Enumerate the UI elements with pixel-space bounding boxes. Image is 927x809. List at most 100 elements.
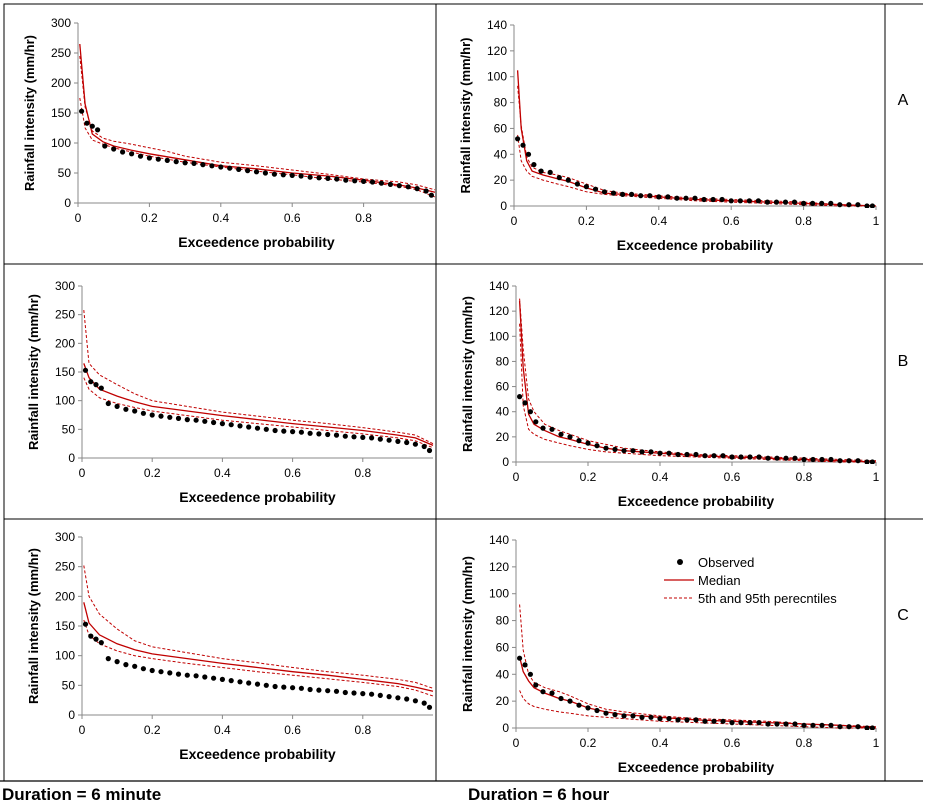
- observed-point: [254, 681, 261, 687]
- observed-point: [253, 169, 260, 175]
- observed-point: [191, 160, 197, 166]
- observed-point: [773, 199, 780, 205]
- y-tick-label: 0: [502, 455, 509, 469]
- observed-point: [412, 441, 418, 447]
- observed-point: [720, 718, 726, 724]
- percentile-5-line: [519, 690, 876, 729]
- x-tick-label: 0.4: [214, 466, 231, 480]
- percentile-5-line: [83, 377, 434, 449]
- observed-point: [837, 202, 843, 208]
- y-tick-label: 150: [55, 365, 75, 379]
- observed-point: [693, 451, 699, 458]
- x-tick-label: 1: [873, 470, 880, 484]
- x-tick-label: 0: [79, 466, 86, 480]
- observed-point: [747, 720, 753, 726]
- observed-point: [307, 430, 313, 436]
- observed-point: [647, 193, 653, 199]
- observed-point: [828, 722, 834, 728]
- observed-point: [193, 673, 199, 679]
- chart-A-6-hour: 0 20 40 60 80 100 120 140 0 0.2 0.4 0.6 0.8 1 Exceeden…: [458, 18, 880, 253]
- observed-point: [316, 175, 322, 181]
- observed-point: [202, 418, 208, 424]
- x-tick-label: 0.6: [723, 214, 740, 228]
- observed-point: [146, 155, 152, 161]
- observed-point: [692, 195, 698, 201]
- x-tick-label: 0.4: [212, 211, 229, 225]
- observed-point: [89, 123, 95, 129]
- observed-point: [801, 722, 807, 728]
- observed-point: [290, 685, 296, 691]
- observed-point: [325, 175, 331, 181]
- observed-point: [164, 157, 170, 163]
- x-axis-title: Exceedence probability: [618, 493, 775, 509]
- y-tick-label: 100: [489, 587, 509, 601]
- x-tick-label: 0: [511, 214, 518, 228]
- observed-point: [281, 428, 287, 434]
- y-tick-label: 100: [487, 70, 507, 84]
- observed-point: [756, 720, 762, 726]
- y-tick-label: 250: [51, 46, 71, 60]
- observed-point: [95, 127, 101, 133]
- observed-point: [219, 676, 225, 683]
- observed-point: [531, 162, 537, 168]
- observed-point: [527, 671, 534, 677]
- observed-point: [693, 717, 699, 723]
- observed-point: [98, 385, 104, 391]
- observed-point: [657, 716, 663, 722]
- observed-point: [855, 202, 861, 208]
- y-axis-title: Rainfall intensity (mm/hr): [26, 294, 41, 450]
- x-tick-label: 0.2: [580, 470, 597, 484]
- percentile-95-line: [517, 85, 877, 207]
- y-tick-label: 100: [55, 394, 75, 408]
- observed-point: [428, 192, 434, 198]
- series-group: [82, 565, 434, 710]
- observed-point: [601, 189, 608, 195]
- observed-point: [765, 721, 771, 727]
- observed-point: [167, 414, 173, 420]
- x-tick-label: 0: [75, 211, 82, 225]
- observed-point: [683, 195, 689, 201]
- chart-C-6-minute: 0 50 100 150 200 250 300 0 0.2 0.4 0.6 0.8 Exceedenc…: [26, 530, 434, 762]
- median-line: [83, 602, 434, 692]
- observed-point: [369, 179, 376, 185]
- observed-point: [837, 458, 843, 464]
- x-tick-label: 0.4: [652, 736, 669, 750]
- x-axis-title: Exceedence probability: [618, 759, 775, 775]
- observed-point: [84, 120, 90, 126]
- observed-point: [864, 725, 870, 730]
- observed-point: [738, 720, 744, 726]
- y-tick-label: 40: [496, 667, 510, 681]
- observed-point: [123, 662, 129, 668]
- observed-point: [316, 687, 322, 693]
- observed-point: [738, 454, 744, 460]
- observed-point: [120, 149, 126, 155]
- observed-point: [298, 173, 304, 179]
- observed-point: [369, 691, 375, 697]
- y-tick-label: 100: [489, 329, 509, 343]
- observed-point: [421, 443, 427, 450]
- y-tick-label: 0: [64, 196, 71, 210]
- observed-point: [533, 419, 539, 425]
- observed-point: [114, 659, 120, 665]
- y-axis-title: Rainfall intensity (mm/hr): [22, 35, 37, 191]
- observed-point: [729, 454, 735, 460]
- observed-point: [756, 454, 762, 460]
- duration-caption-left: Duration = 6 minute: [2, 785, 162, 804]
- legend-observed-label: Observed: [698, 555, 754, 570]
- observed-point: [102, 143, 108, 149]
- x-tick-label: 0.4: [652, 470, 669, 484]
- observed-point: [783, 455, 789, 461]
- observed-point: [82, 367, 89, 373]
- observed-point: [675, 451, 681, 458]
- observed-point: [522, 400, 528, 406]
- observed-point: [801, 456, 807, 463]
- y-tick-label: 200: [55, 336, 75, 350]
- median-line: [518, 656, 877, 729]
- observed-point: [585, 440, 591, 446]
- observed-point: [764, 199, 771, 205]
- observed-point: [237, 679, 243, 685]
- observed-point: [378, 180, 384, 186]
- x-tick-label: 1: [873, 214, 880, 228]
- observed-point: [298, 429, 304, 435]
